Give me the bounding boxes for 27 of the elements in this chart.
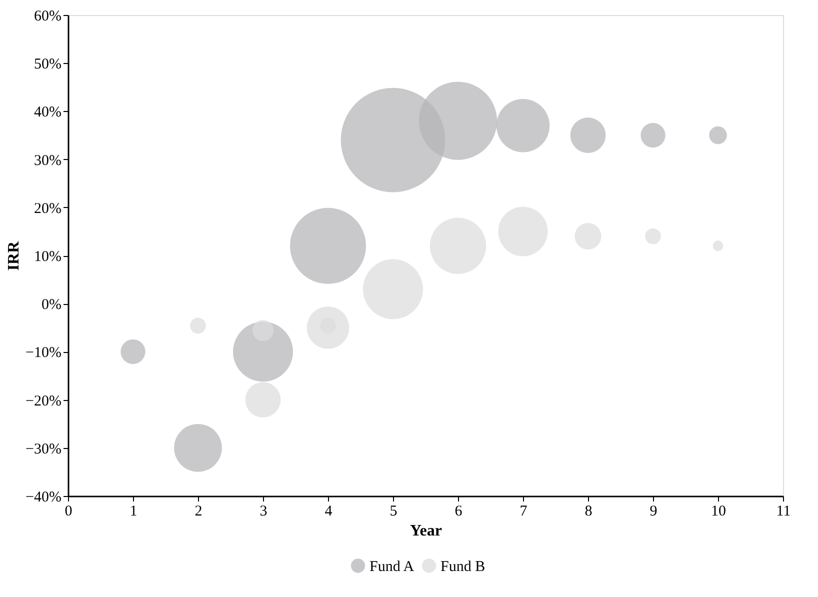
y-tick-label: −40% (26, 490, 62, 506)
y-tick-label: −20% (26, 393, 62, 410)
x-axis-title: Year (410, 522, 442, 540)
x-tick-label: 5 (390, 504, 398, 520)
y-tick-label: 40% (34, 104, 62, 121)
x-tick-label: 0 (64, 504, 72, 520)
y-tick-label: 60% (34, 8, 62, 24)
legend-label: Fund A (370, 558, 414, 575)
x-tick-label: 7 (520, 504, 528, 520)
x-tick-label: 4 (324, 504, 333, 520)
y-tick-label: 20% (34, 200, 62, 217)
y-tick-label: −30% (26, 441, 62, 458)
y-tick-label: −10% (26, 345, 62, 362)
x-tick-label: 1 (130, 504, 138, 520)
legend-label: Fund B (440, 558, 486, 575)
x-tick-label: 6 (454, 504, 463, 520)
x-tick-label: 11 (776, 504, 791, 520)
x-tick-label: 9 (650, 504, 658, 520)
y-tick-label: 30% (34, 152, 62, 169)
y-tick-label: 50% (34, 56, 62, 73)
x-tick-label: 2 (194, 504, 202, 520)
x-tick-label: 10 (711, 504, 726, 520)
x-tick-label: 3 (260, 504, 268, 520)
y-axis-title: IRR (6, 240, 23, 271)
y-tick-label: 0% (42, 297, 62, 314)
y-tick-label: 10% (34, 249, 62, 265)
x-tick-label: 8 (584, 504, 592, 520)
